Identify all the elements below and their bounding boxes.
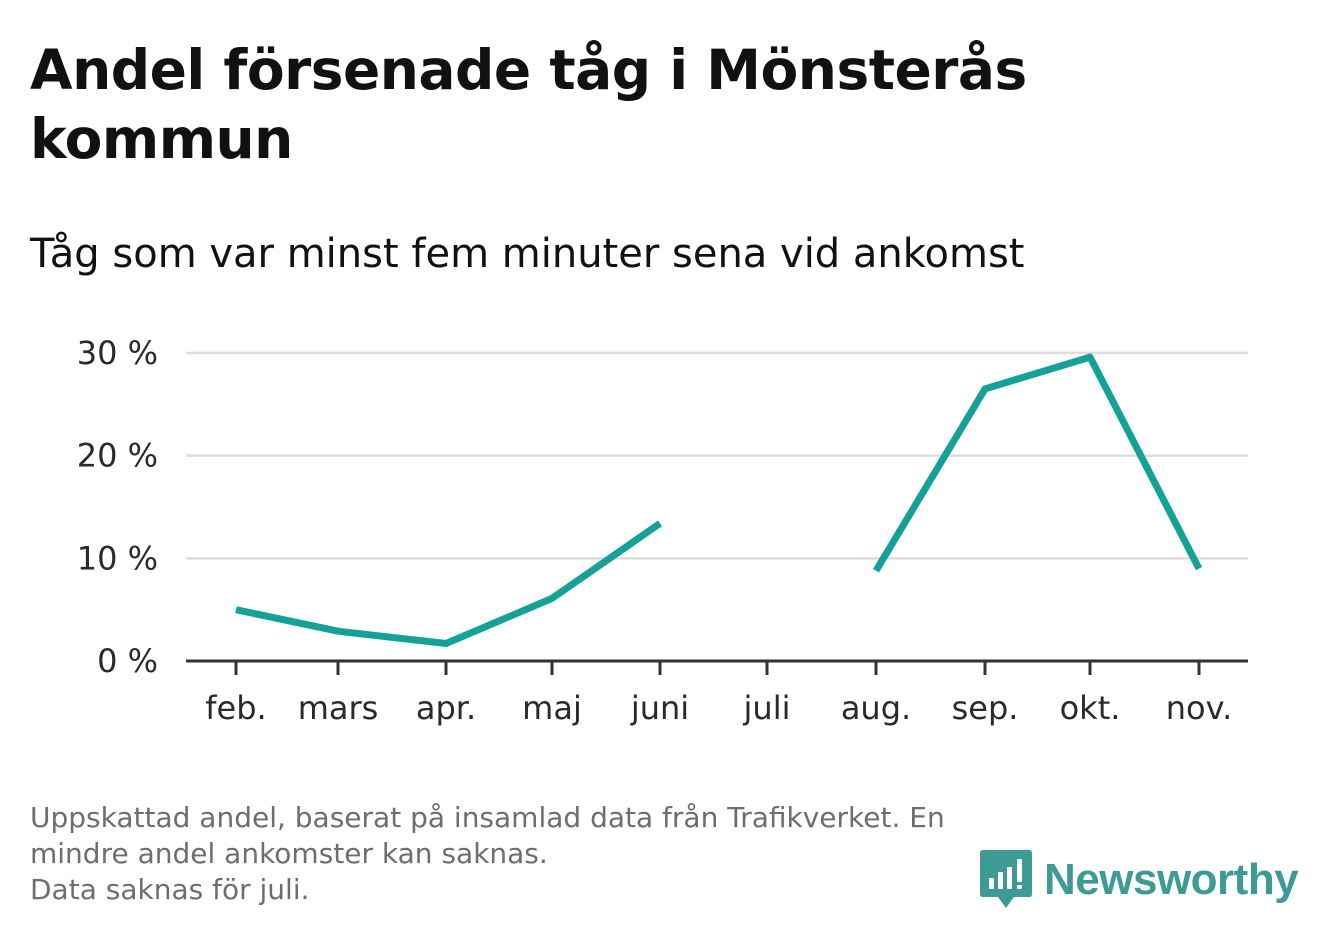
- y-tick-label: 20 %: [77, 437, 158, 475]
- data-point: [1087, 354, 1094, 361]
- series-line: [872, 353, 1203, 573]
- x-tick-label: sep.: [952, 689, 1019, 727]
- data-point: [1196, 565, 1203, 572]
- chart-title: Andel försenade tåg i Mönsterås kommun: [30, 38, 1027, 171]
- x-tick-label: aug.: [841, 689, 911, 727]
- x-tick-label: juli: [743, 689, 791, 727]
- data-point: [873, 567, 880, 574]
- bar-chart-speech-bubble-icon: [980, 850, 1032, 908]
- x-tick-label: mars: [298, 689, 379, 727]
- y-tick-label: 10 %: [77, 539, 158, 577]
- y-tick-label: 30 %: [77, 334, 158, 372]
- data-point: [982, 385, 989, 392]
- x-tick-label: feb.: [205, 689, 266, 727]
- footnote-line-2: Data saknas för juli.: [30, 873, 310, 906]
- footnote: Uppskattad andel, baserat på insamlad da…: [30, 800, 970, 908]
- x-tick-label: okt.: [1060, 689, 1121, 727]
- data-point: [335, 628, 342, 635]
- y-tick-label: 0 %: [97, 642, 158, 680]
- x-tick-label: nov.: [1166, 689, 1232, 727]
- x-tick-label: apr.: [416, 689, 476, 727]
- footnote-line-1: Uppskattad andel, baserat på insamlad da…: [30, 801, 945, 870]
- brand-name: Newsworthy: [1044, 855, 1299, 904]
- x-tick-label: juni: [630, 689, 689, 727]
- brand-logo: Newsworthy: [980, 850, 1299, 910]
- data-point: [657, 520, 664, 527]
- x-tick-label: maj: [522, 689, 582, 727]
- chart-subtitle: Tåg som var minst fem minuter sena vid a…: [30, 231, 1025, 277]
- data-point: [233, 606, 240, 613]
- data-point: [549, 595, 556, 602]
- data-point: [443, 640, 450, 647]
- series-line: [235, 520, 662, 647]
